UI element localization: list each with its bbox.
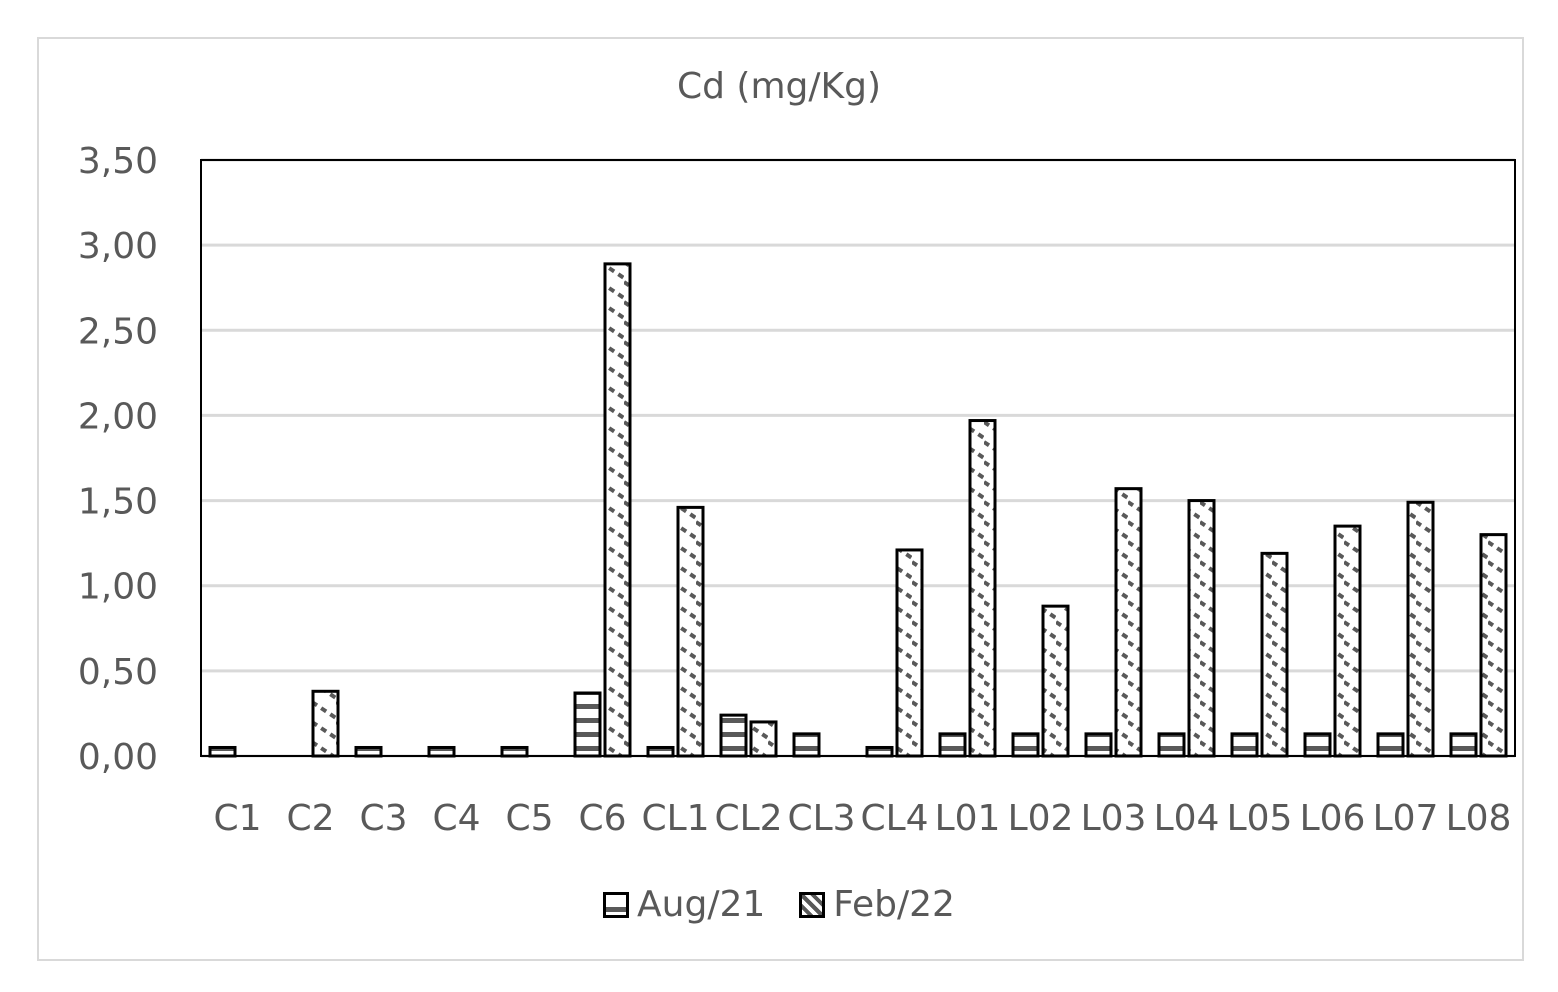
bar-aug21-l05 [1230,732,1259,758]
y-tick-label: 3,00 [78,226,158,267]
bars [208,262,1508,758]
plot-area-border [200,159,1516,757]
x-tick-label: C1 [213,798,261,839]
bar-feb22-c6 [603,262,632,758]
x-tick-label: L08 [1446,798,1512,839]
bar-aug21-c1 [208,745,237,758]
bar-feb22-l01 [968,419,997,758]
x-tick-label: CL4 [860,798,928,839]
x-tick-label: L05 [1227,798,1293,839]
y-tick-label: 0,00 [78,737,158,778]
plot-border [200,159,1516,757]
gridlines [201,158,1515,758]
legend-label-feb22: Feb/22 [833,884,955,925]
x-axis: C1 C2 C3 C4 C5 C6 CL1 CL2 CL3 CL4 L01 L02 L03 L04 L05 L… [213,798,1511,839]
bar-aug21-l08 [1449,732,1478,758]
x-tick-label: L03 [1081,798,1147,839]
bar-feb22-cl4 [895,548,924,758]
x-tick-label: L01 [935,798,1001,839]
bar-aug21-l06 [1303,732,1332,758]
x-tick-label: L04 [1154,798,1220,839]
bar-aug21-cl4 [865,745,894,758]
y-tick-label: 3,50 [78,141,158,182]
bar-aug21-l03 [1084,732,1113,758]
x-tick-label: C5 [505,798,553,839]
bar-aug21-cl2 [719,713,748,758]
y-tick-label: 1,00 [78,567,158,608]
bar-feb22-l05 [1260,551,1289,758]
legend-swatch-feb22 [799,891,826,918]
bar-feb22-cl2 [749,720,778,758]
bar-aug21-c3 [354,745,383,758]
bar-feb22-l04 [1187,499,1216,758]
chart-title: Cd (mg/Kg) [676,66,882,107]
x-tick-label: L07 [1373,798,1439,839]
bar-feb22-l07 [1406,500,1435,758]
bar-aug21-l01 [938,732,967,758]
x-tick-label: L02 [1008,798,1074,839]
y-axis: 0,00 0,50 1,00 1,50 2,00 2,50 3,00 3,50 [78,141,158,778]
bar-aug21-l04 [1157,732,1186,758]
bar-feb22-l02 [1041,604,1070,758]
bar-feb22-l03 [1114,487,1143,758]
y-tick-label: 1,50 [78,482,158,523]
bar-aug21-l07 [1376,732,1405,758]
x-tick-label: C3 [359,798,407,839]
y-tick-label: 2,50 [78,311,158,352]
x-tick-label: L06 [1300,798,1366,839]
bar-aug21-c5 [500,745,529,758]
bar-feb22-l06 [1333,524,1362,758]
bar-aug21-cl3 [792,732,821,758]
y-tick-label: 2,00 [78,396,158,437]
x-tick-label: C4 [432,798,480,839]
bar-aug21-l02 [1011,732,1040,758]
x-tick-label: C6 [578,798,626,839]
x-tick-label: CL2 [714,798,782,839]
y-tick-label: 0,50 [78,652,158,693]
legend: Aug/21 Feb/22 [0,884,1558,925]
x-tick-label: CL1 [641,798,709,839]
bar-aug21-cl1 [646,745,675,758]
legend-swatch-aug21 [603,891,630,918]
chart-frame [37,37,1524,961]
x-tick-label: C2 [286,798,334,839]
bar-feb22-l08 [1479,533,1508,758]
x-tick-label: CL3 [787,798,855,839]
bar-feb22-cl1 [676,505,705,758]
bar-feb22-c2 [311,689,340,758]
bar-aug21-c4 [427,745,456,758]
legend-label-aug21: Aug/21 [637,884,766,925]
bar-aug21-c6 [573,691,602,758]
legend-item-aug21: Aug/21 [603,884,765,925]
legend-item-feb22: Feb/22 [799,884,955,925]
